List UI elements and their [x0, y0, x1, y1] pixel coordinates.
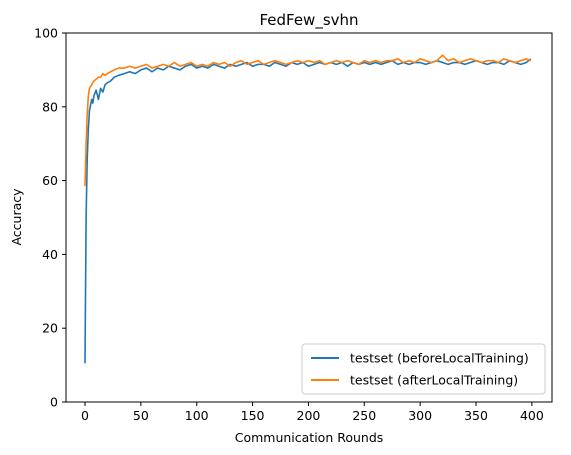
y-tick-label: 60 [42, 173, 58, 188]
x-axis-ticks: 0 50 100 150 200 250 300 350 400 [81, 402, 544, 423]
x-tick-label: 400 [520, 408, 544, 423]
x-tick-label: 300 [408, 408, 432, 423]
y-tick-label: 20 [42, 321, 58, 336]
series-line-before-local-training [84, 58, 532, 364]
x-tick-label: 100 [185, 408, 209, 423]
x-tick-label: 250 [352, 408, 376, 423]
plot-lines [84, 54, 532, 364]
legend-label-after: testset (afterLocalTraining) [350, 373, 518, 388]
x-tick-label: 350 [464, 408, 488, 423]
plot-frame [65, 32, 553, 403]
legend-box [301, 343, 546, 395]
x-tick-label: 150 [241, 408, 265, 423]
x-tick-label: 50 [133, 408, 149, 423]
y-axis-label: Accuracy [9, 188, 24, 246]
legend-label-before: testset (beforeLocalTraining) [350, 351, 529, 366]
y-tick-label: 80 [42, 99, 58, 114]
series-line-after-local-training [84, 54, 532, 187]
y-tick-label: 0 [50, 395, 58, 410]
chart-title: FedFew_svhn [259, 11, 358, 30]
x-axis-label: Communication Rounds [235, 430, 384, 445]
y-tick-label: 100 [34, 26, 58, 41]
legend: testset (beforeLocalTraining) testset (a… [301, 343, 546, 395]
y-tick-label: 40 [42, 247, 58, 262]
y-axis-ticks: 0 20 40 60 80 100 [34, 26, 66, 410]
x-tick-label: 0 [81, 408, 89, 423]
x-tick-label: 200 [297, 408, 321, 423]
